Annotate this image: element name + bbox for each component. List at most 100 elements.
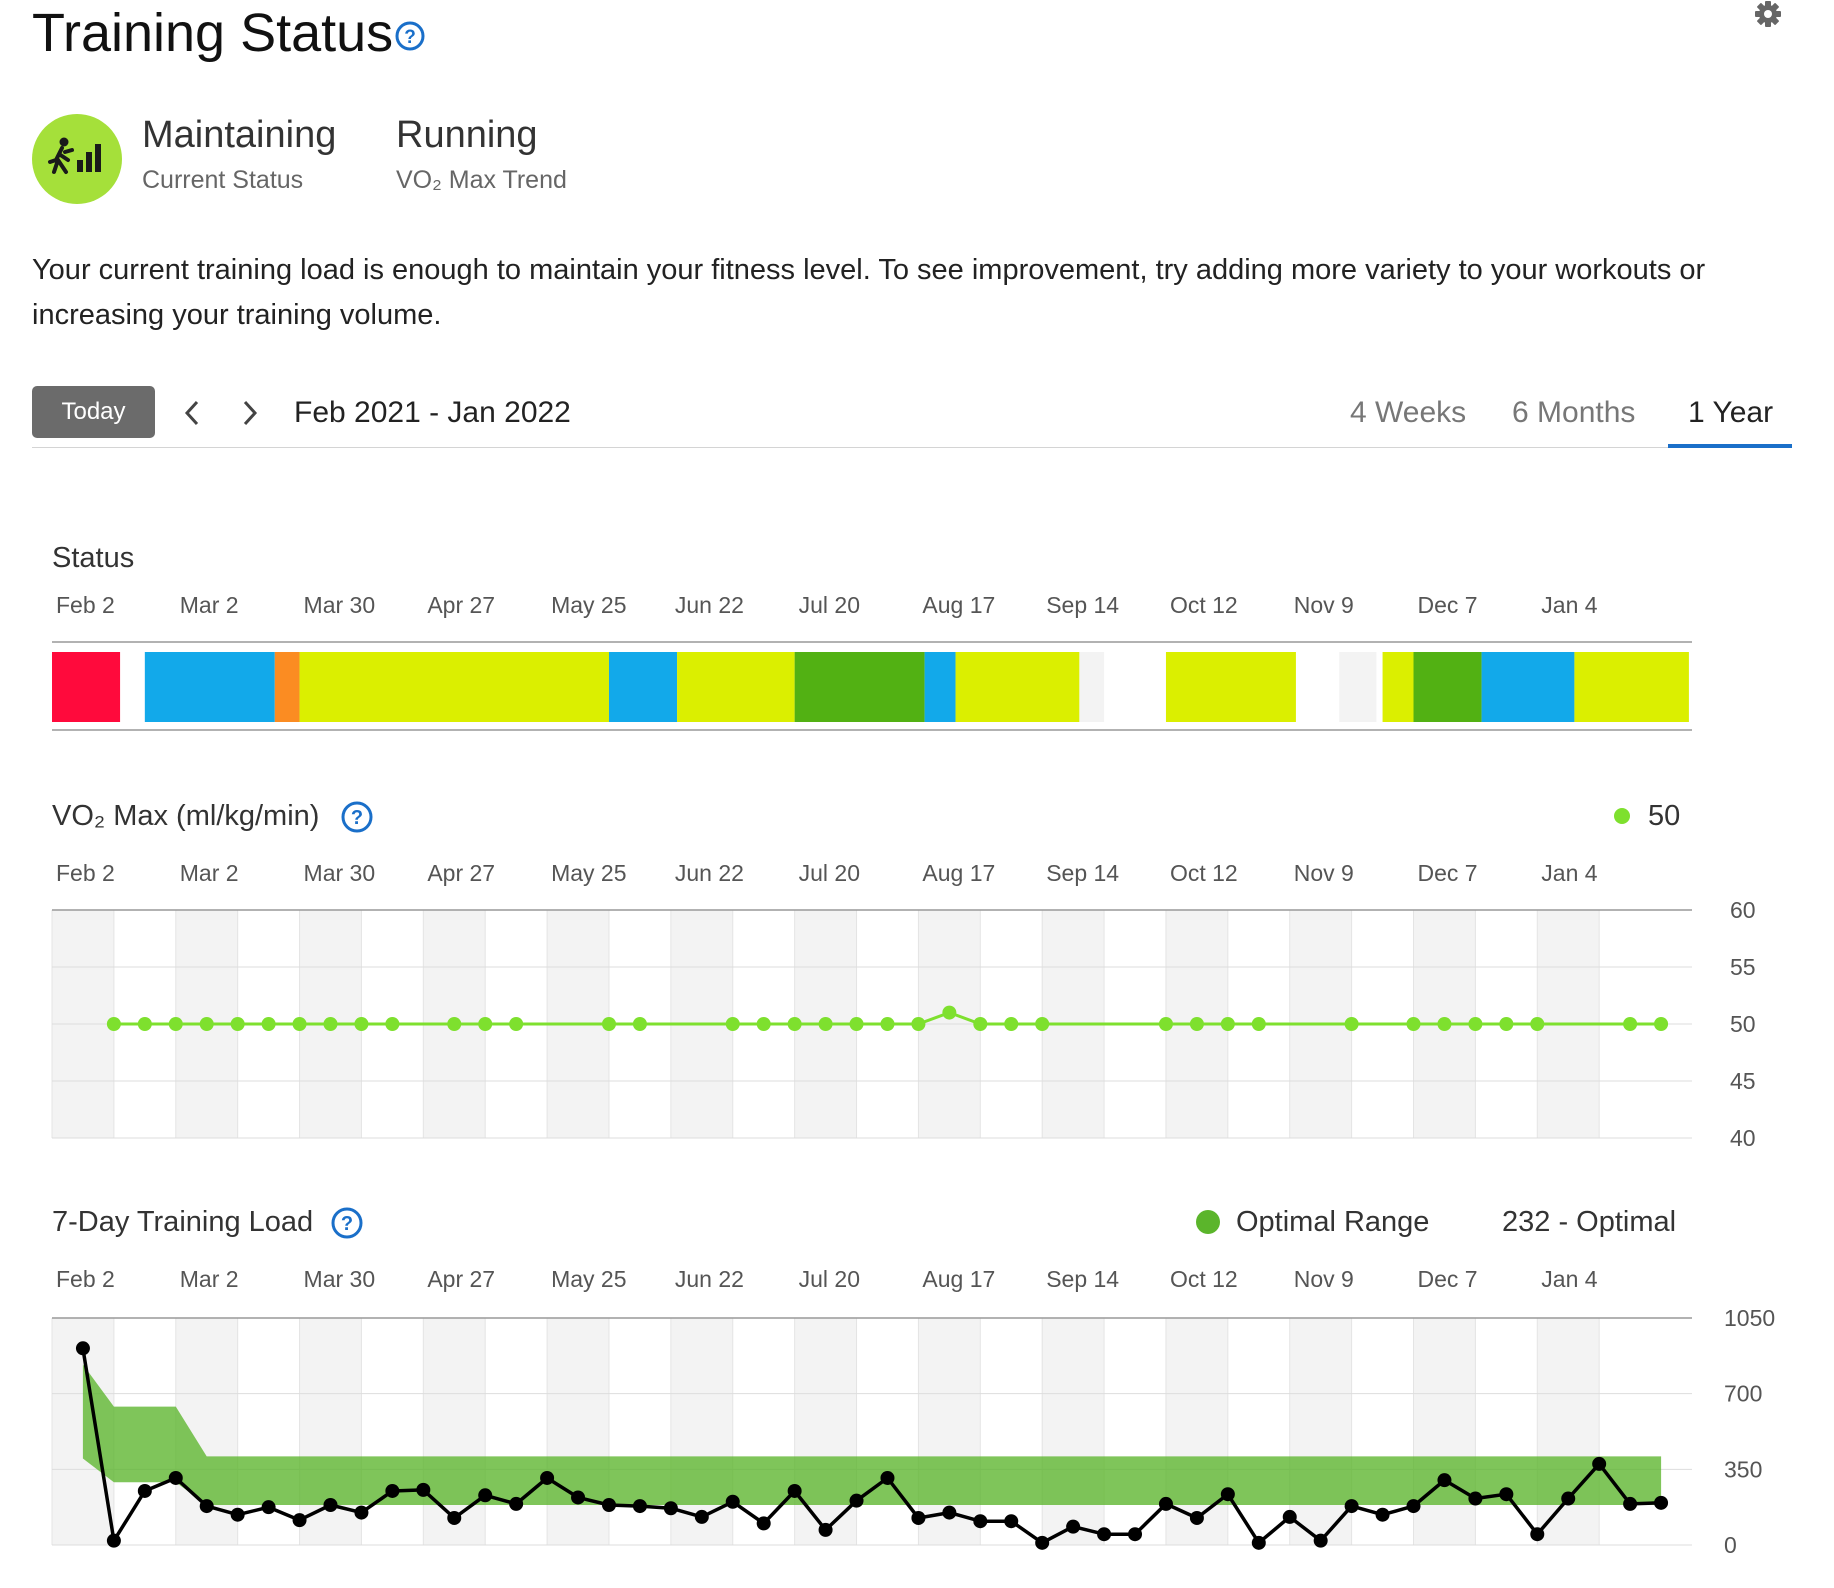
runner-bars-icon bbox=[48, 137, 101, 174]
vo2-month-label: Dec 7 bbox=[1417, 860, 1478, 886]
vo2-data-point bbox=[261, 1017, 276, 1031]
status-no-data bbox=[1079, 652, 1105, 722]
vo2-chart: 60 55 50 45 40 bbox=[51, 897, 1756, 1150]
active-tab-indicator bbox=[1668, 444, 1792, 448]
vo2-data-point bbox=[292, 1017, 307, 1031]
help-icon[interactable]: ? bbox=[394, 20, 426, 57]
current-status-value: Maintaining bbox=[142, 114, 337, 156]
vo2-legend-dot bbox=[1614, 808, 1630, 824]
vo2-data-point bbox=[168, 1017, 183, 1031]
current-status-caption: Current Status bbox=[142, 166, 304, 194]
load-month-label: Aug 17 bbox=[922, 1266, 996, 1292]
load-data-point bbox=[694, 1509, 709, 1524]
load-month-label: Sep 14 bbox=[1046, 1266, 1120, 1292]
load-data-point bbox=[632, 1499, 647, 1514]
vo2-month-label: Mar 30 bbox=[303, 860, 376, 886]
status-segment bbox=[924, 652, 956, 722]
vo2-data-point bbox=[1437, 1017, 1452, 1031]
status-chart bbox=[52, 641, 1692, 731]
optimal-range-legend: Optimal Range bbox=[1236, 1206, 1430, 1238]
vo2-data-point bbox=[601, 1017, 616, 1031]
help-icon[interactable]: ? bbox=[340, 800, 374, 839]
load-data-point bbox=[1530, 1527, 1545, 1542]
gear-icon[interactable] bbox=[1754, 0, 1782, 33]
vo2-y-tick: 45 bbox=[1730, 1068, 1756, 1094]
status-month-label: Jan 4 bbox=[1541, 592, 1598, 618]
chevron-right-icon[interactable] bbox=[236, 398, 262, 433]
load-data-point bbox=[354, 1505, 369, 1520]
load-data-point bbox=[787, 1483, 802, 1498]
load-data-point bbox=[1035, 1535, 1050, 1550]
status-badge bbox=[32, 114, 122, 204]
load-y-tick: 0 bbox=[1724, 1532, 1737, 1558]
load-data-point bbox=[447, 1510, 462, 1525]
training-load-chart: 1050 700 350 0 bbox=[51, 1305, 1775, 1558]
load-data-point bbox=[1406, 1499, 1421, 1514]
load-week-band bbox=[1165, 1318, 1228, 1545]
load-month-label: Apr 27 bbox=[427, 1266, 496, 1292]
load-data-point bbox=[106, 1533, 121, 1548]
load-month-label: Nov 9 bbox=[1293, 1266, 1354, 1292]
vo2-data-point bbox=[1499, 1017, 1514, 1031]
load-data-point bbox=[292, 1513, 307, 1528]
load-data-point bbox=[911, 1510, 926, 1525]
vo2-data-point bbox=[1158, 1017, 1173, 1031]
status-segment bbox=[1382, 652, 1414, 722]
load-data-point bbox=[1437, 1473, 1452, 1488]
load-data-point bbox=[1623, 1496, 1638, 1511]
vo2-data-point bbox=[911, 1017, 926, 1031]
load-data-point bbox=[571, 1490, 586, 1505]
load-month-label: Oct 12 bbox=[1169, 1266, 1238, 1292]
optimal-range-band bbox=[82, 1364, 1662, 1505]
today-button[interactable]: Today bbox=[32, 386, 155, 438]
load-data-point bbox=[137, 1483, 152, 1498]
load-data-point bbox=[1313, 1533, 1328, 1548]
svg-text:?: ? bbox=[404, 27, 416, 48]
status-segment bbox=[1574, 652, 1689, 722]
load-data-point bbox=[725, 1494, 740, 1509]
status-month-label: Apr 27 bbox=[427, 592, 496, 618]
chevron-left-icon[interactable] bbox=[180, 398, 206, 433]
load-data-point bbox=[1097, 1527, 1112, 1542]
vo2-month-label: Mar 2 bbox=[179, 860, 239, 886]
load-data-point bbox=[1375, 1507, 1390, 1522]
load-data-point bbox=[1066, 1519, 1081, 1534]
status-segment bbox=[144, 652, 275, 722]
vo2-data-point bbox=[230, 1017, 245, 1031]
help-icon[interactable]: ? bbox=[330, 1206, 364, 1245]
vo2-data-point bbox=[1468, 1017, 1483, 1031]
status-segment bbox=[299, 652, 609, 722]
load-data-point bbox=[416, 1482, 431, 1497]
status-no-data bbox=[1339, 652, 1377, 722]
training-load-title: 7-Day Training Load bbox=[52, 1206, 314, 1238]
load-data-point bbox=[199, 1499, 214, 1514]
load-data-point bbox=[942, 1505, 957, 1520]
load-data-point bbox=[1004, 1514, 1019, 1529]
load-month-label: Jun 22 bbox=[674, 1266, 744, 1292]
vo2-legend-value: 50 bbox=[1648, 800, 1681, 832]
toolbar-divider bbox=[32, 447, 1792, 448]
vo2-data-point bbox=[1406, 1017, 1421, 1031]
tab-4-weeks[interactable]: 4 Weeks bbox=[1350, 396, 1467, 429]
load-y-tick: 350 bbox=[1724, 1456, 1762, 1482]
vo2-data-point bbox=[1251, 1017, 1266, 1031]
tab-6-months[interactable]: 6 Months bbox=[1512, 396, 1636, 429]
load-data-point bbox=[663, 1501, 678, 1516]
load-month-axis: Feb 2 Mar 2 Mar 30 Apr 27 May 25 Jun 22 Jul 20… bbox=[0, 1266, 1834, 1296]
load-data-point bbox=[385, 1483, 400, 1498]
status-month-axis: Feb 2 Mar 2 Mar 30 Apr 27 May 25 Jun 22 Jul 20… bbox=[0, 592, 1834, 622]
load-month-label: Jul 20 bbox=[798, 1266, 861, 1292]
vo2-y-tick: 40 bbox=[1730, 1125, 1756, 1150]
tab-1-year[interactable]: 1 Year bbox=[1688, 396, 1774, 429]
vo2-data-point bbox=[199, 1017, 214, 1031]
status-month-label: Mar 2 bbox=[179, 592, 239, 618]
vo2-data-point bbox=[942, 1005, 957, 1020]
vo2-data-point bbox=[818, 1017, 833, 1031]
vo2-month-label: Aug 17 bbox=[922, 860, 996, 886]
load-data-point bbox=[478, 1488, 493, 1503]
status-month-label: Mar 30 bbox=[303, 592, 376, 618]
load-week-band bbox=[1042, 1318, 1105, 1545]
vo2-data-point bbox=[632, 1017, 647, 1031]
status-month-label: Nov 9 bbox=[1293, 592, 1354, 618]
vo2-data-point bbox=[137, 1017, 152, 1031]
